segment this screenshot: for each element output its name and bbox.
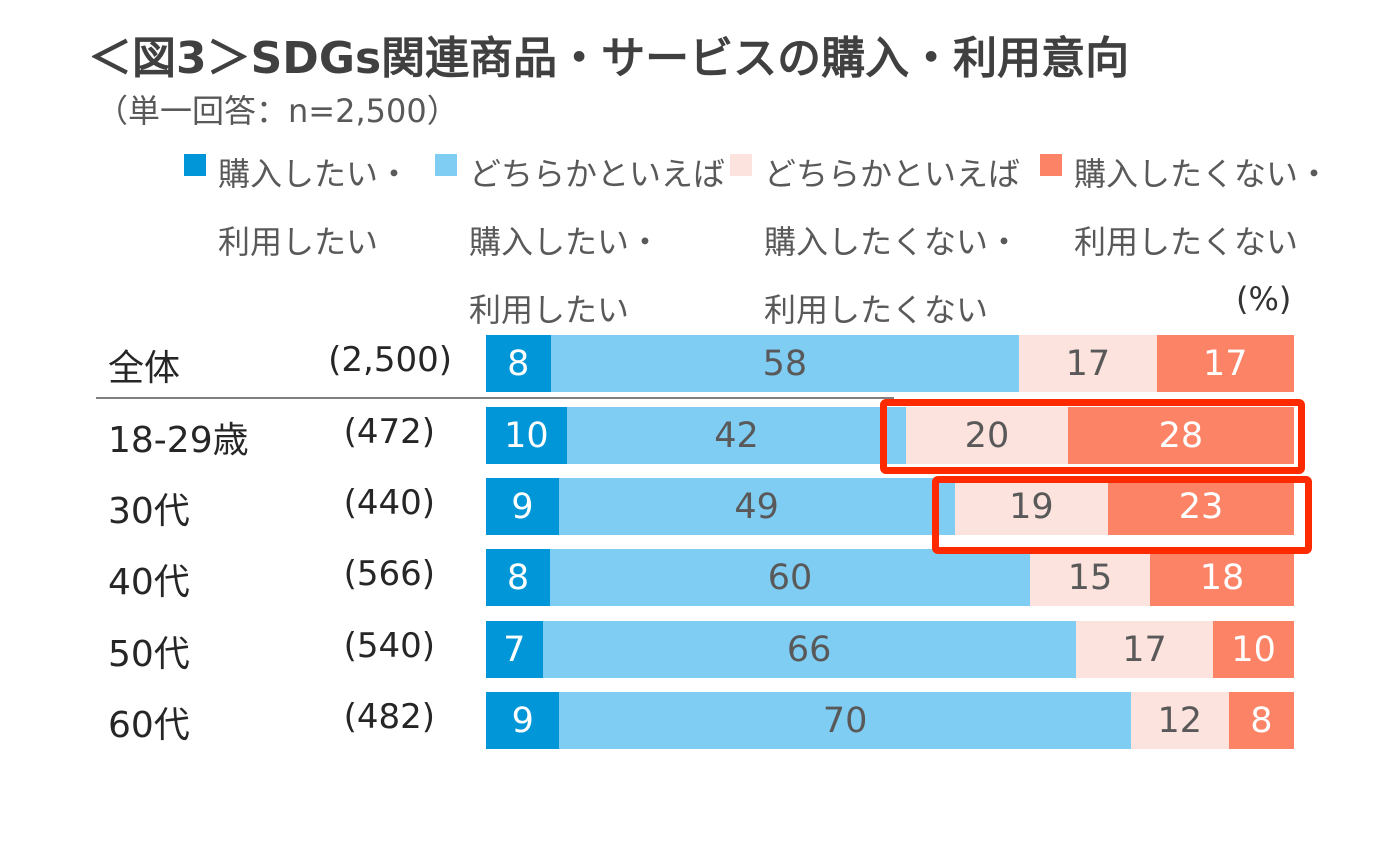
- bar-segment-2: 58: [550, 335, 1020, 392]
- stacked-bar: 8 60 15 18: [486, 549, 1294, 606]
- bar-segment-1: 10: [486, 407, 567, 464]
- legend-swatch: [184, 154, 206, 176]
- row-sample-size: (482): [343, 697, 435, 737]
- legend-label: 購入したくない・ 利用したくない: [1074, 155, 1331, 261]
- bar-segment-4: 10: [1213, 621, 1294, 678]
- bar-segment-4: 8: [1228, 692, 1294, 749]
- bar-segment-3: 19: [954, 478, 1109, 535]
- stacked-bar: 8 58 17 17: [486, 335, 1294, 392]
- bar-segment-3: 17: [1075, 621, 1214, 678]
- legend-label: 購入したい・ 利用したい: [218, 155, 411, 261]
- bar-segment-1: 9: [486, 478, 559, 535]
- row-label: 30代: [108, 491, 190, 532]
- stacked-bar: 7 66 17 10: [486, 621, 1294, 678]
- row-label: 40代: [108, 562, 190, 603]
- legend-swatch: [1040, 154, 1062, 176]
- bar-segment-4: 28: [1067, 407, 1294, 464]
- row-label: 全体: [108, 348, 181, 389]
- bar-segment-2: 49: [558, 478, 955, 535]
- highlight-box-30s: [932, 476, 1312, 554]
- bar-segment-1: 8: [486, 335, 551, 392]
- row-sample-size: (2,500): [328, 340, 452, 380]
- legend-swatch: [730, 154, 752, 176]
- stacked-bar: 9 70 12 8: [486, 692, 1294, 749]
- row-sample-size: (440): [343, 483, 435, 523]
- row-label: 18-29歳: [108, 420, 249, 461]
- bar-segment-2: 42: [566, 407, 907, 464]
- chart-title: ＜図3＞SDGs関連商品・サービスの購入・利用意向: [88, 33, 1130, 84]
- row-sample-size: (566): [343, 554, 435, 594]
- bar-segment-2: 66: [542, 621, 1076, 678]
- bar-segment-2: 60: [550, 549, 1030, 606]
- stacked-bar: 10 42 20 28: [486, 407, 1294, 464]
- row-sample-size: (540): [343, 626, 435, 666]
- row-label: 60代: [108, 705, 190, 746]
- bar-segment-3: 12: [1130, 692, 1229, 749]
- stacked-bar: 9 49 19 23: [486, 478, 1294, 535]
- legend-swatch: [435, 154, 457, 176]
- bar-segment-1: 7: [486, 621, 543, 678]
- total-divider: [96, 397, 894, 399]
- highlight-box-18-29: [880, 399, 1305, 474]
- bar-segment-1: 9: [486, 692, 560, 749]
- bar-segment-3: 17: [1019, 335, 1157, 392]
- bar-segment-2: 70: [559, 692, 1131, 749]
- bar-segment-1: 8: [486, 549, 550, 606]
- bar-segment-4: 23: [1108, 478, 1294, 535]
- row-sample-size: (472): [343, 412, 435, 452]
- unit-label: (%): [1236, 280, 1292, 318]
- chart-subtitle: （単一回答：n=2,500）: [96, 92, 459, 130]
- bar-segment-3: 15: [1030, 549, 1150, 606]
- legend-label: どちらかといえば 購入したくない・ 利用したくない: [764, 155, 1021, 329]
- bar-segment-4: 17: [1156, 335, 1294, 392]
- legend-label: どちらかといえば 購入したい・ 利用したい: [469, 155, 726, 329]
- bar-segment-3: 20: [906, 407, 1068, 464]
- bar-segment-4: 18: [1150, 549, 1294, 606]
- row-label: 50代: [108, 634, 190, 675]
